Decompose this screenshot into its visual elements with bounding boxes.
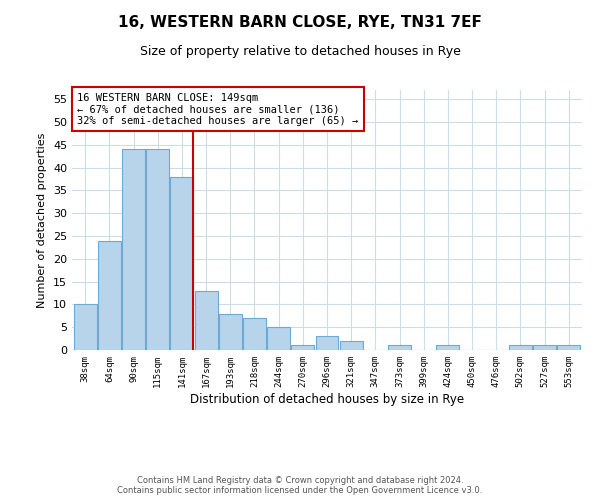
Bar xyxy=(557,346,580,350)
Bar xyxy=(98,240,121,350)
Bar xyxy=(74,304,97,350)
Text: 16, WESTERN BARN CLOSE, RYE, TN31 7EF: 16, WESTERN BARN CLOSE, RYE, TN31 7EF xyxy=(118,15,482,30)
Bar xyxy=(219,314,242,350)
Y-axis label: Number of detached properties: Number of detached properties xyxy=(37,132,47,308)
Bar xyxy=(170,176,193,350)
Text: Contains HM Land Registry data © Crown copyright and database right 2024.
Contai: Contains HM Land Registry data © Crown c… xyxy=(118,476,482,495)
Bar xyxy=(122,150,145,350)
Bar xyxy=(267,327,290,350)
Bar xyxy=(292,346,314,350)
Bar xyxy=(509,346,532,350)
Bar xyxy=(340,341,362,350)
Bar xyxy=(243,318,266,350)
Bar xyxy=(436,346,460,350)
Bar xyxy=(533,346,556,350)
Bar xyxy=(194,290,218,350)
Bar xyxy=(146,150,169,350)
X-axis label: Distribution of detached houses by size in Rye: Distribution of detached houses by size … xyxy=(190,392,464,406)
Bar xyxy=(316,336,338,350)
Text: 16 WESTERN BARN CLOSE: 149sqm
← 67% of detached houses are smaller (136)
32% of : 16 WESTERN BARN CLOSE: 149sqm ← 67% of d… xyxy=(77,92,358,126)
Bar xyxy=(388,346,411,350)
Text: Size of property relative to detached houses in Rye: Size of property relative to detached ho… xyxy=(140,45,460,58)
